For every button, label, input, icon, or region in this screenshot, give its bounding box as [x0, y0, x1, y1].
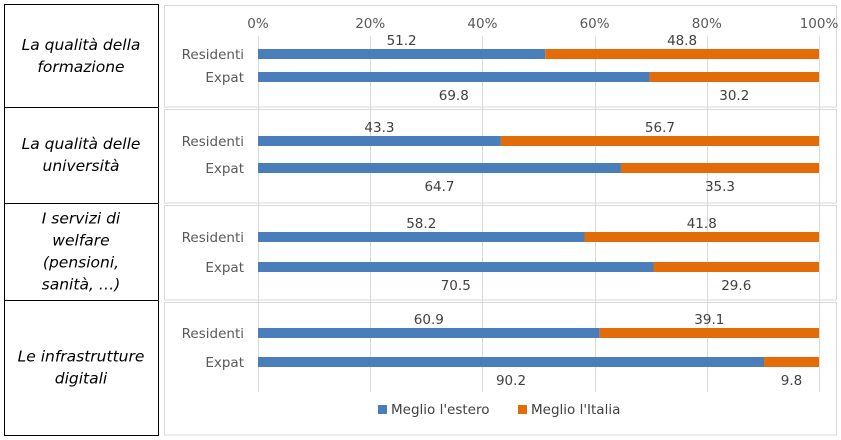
panel-label-line: digitali — [55, 370, 108, 388]
data-label: 90.2 — [496, 373, 526, 389]
legend-label: Meglio l'Italia — [531, 402, 620, 418]
x-tick-label: 20% — [355, 16, 385, 32]
x-tick-label: 100% — [800, 16, 839, 32]
x-tick-label: 40% — [467, 16, 497, 32]
panel-label-line: formazione — [37, 58, 124, 76]
category-label: Residenti — [182, 326, 244, 342]
bar-segment-italia — [649, 72, 819, 82]
bar-segment-italia — [545, 49, 819, 59]
bar-segment-estero — [258, 262, 654, 272]
bar-segment-italia — [500, 136, 819, 146]
panel-frame — [164, 302, 837, 436]
bar-segment-estero — [258, 72, 650, 82]
category-label: Residenti — [182, 47, 244, 63]
data-label: 39.1 — [694, 312, 724, 328]
x-tick-label: 60% — [580, 16, 610, 32]
data-label: 43.3 — [364, 120, 394, 136]
legend-swatch — [378, 405, 387, 414]
bar-segment-estero — [258, 357, 765, 367]
data-label: 29.6 — [721, 278, 751, 294]
category-label: Expat — [205, 70, 244, 86]
data-label: 9.8 — [781, 373, 802, 389]
data-label: 48.8 — [667, 33, 697, 49]
bar-segment-estero — [258, 232, 585, 242]
panel-label-line: La qualità della — [22, 36, 141, 54]
panel-label-line: università — [43, 157, 120, 175]
legend-label: Meglio l'estero — [391, 402, 490, 418]
data-label: 56.7 — [645, 120, 675, 136]
panel-label-line: sanità, …) — [42, 276, 121, 294]
left-column-frame — [4, 4, 159, 436]
bar-segment-estero — [258, 328, 600, 338]
panel-frame — [164, 205, 837, 301]
category-label: Expat — [205, 161, 244, 177]
data-label: 30.2 — [719, 88, 749, 104]
category-label: Expat — [205, 355, 244, 371]
x-tick-label: 0% — [247, 16, 269, 32]
x-tick-label: 80% — [692, 16, 722, 32]
bar-segment-estero — [258, 163, 621, 173]
panel-label-line: welfare — [52, 232, 109, 250]
data-label: 64.7 — [424, 179, 454, 195]
data-label: 41.8 — [687, 216, 717, 232]
data-label: 69.8 — [439, 88, 469, 104]
bar-segment-italia — [764, 357, 819, 367]
panel-label-line: (pensioni, — [43, 254, 119, 272]
data-label: 70.5 — [441, 278, 471, 294]
panel-frame — [164, 109, 837, 204]
panel-label-line: La qualità delle — [22, 135, 141, 153]
category-label: Expat — [205, 260, 244, 276]
bar-segment-italia — [653, 262, 819, 272]
category-label: Residenti — [182, 134, 244, 150]
data-label: 35.3 — [705, 179, 735, 195]
category-label: Residenti — [182, 230, 244, 246]
bar-segment-estero — [258, 49, 546, 59]
legend-swatch — [518, 405, 527, 414]
bar-segment-italia — [584, 232, 819, 242]
data-label: 51.2 — [387, 33, 417, 49]
panel-label-line: I servizi di — [42, 210, 121, 228]
data-label: 60.9 — [414, 312, 444, 328]
panel-label-line: Le infrastrutture — [18, 348, 145, 366]
data-label: 58.2 — [406, 216, 436, 232]
bar-segment-italia — [620, 163, 819, 173]
bar-segment-italia — [599, 328, 819, 338]
bar-segment-estero — [258, 136, 501, 146]
